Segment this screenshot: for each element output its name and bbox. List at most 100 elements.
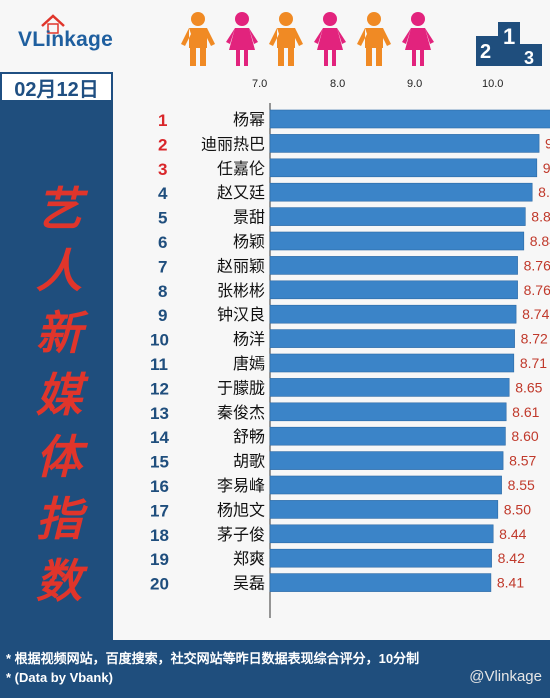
name-label: 茅子俊 (217, 525, 265, 544)
name-label: 杨洋 (233, 330, 265, 349)
value-label: 8.76 (524, 257, 550, 273)
name-label: 郑爽 (233, 549, 265, 568)
rank-label: 10 (150, 331, 169, 350)
rank-label: 13 (150, 404, 169, 423)
rank-label: 7 (158, 257, 167, 276)
rank-label: 9 (158, 306, 167, 325)
woman-icon (402, 12, 434, 66)
name-label: 杨幂 (233, 110, 265, 129)
man-icon (357, 12, 391, 66)
name-label: 赵丽颖 (217, 256, 265, 275)
rank-label: 14 (150, 428, 169, 447)
rank-label: 1 (158, 111, 167, 130)
woman-icon (314, 12, 346, 66)
value-label: 8.44 (499, 526, 526, 542)
bar (269, 573, 492, 592)
value-label: 8.76 (524, 282, 550, 298)
bar (269, 329, 515, 348)
name-label: 唐嫣 (233, 354, 265, 373)
value-label: 8.57 (509, 453, 536, 469)
name-label: 吴磊 (233, 574, 265, 593)
rank-label: 16 (150, 477, 169, 496)
value-label: 8.55 (508, 477, 535, 493)
sidebar (0, 100, 113, 640)
rank-label: 12 (150, 379, 169, 398)
footnote: * 根据视频网站，百度搜索，社交网站等昨日数据表现综合评分，10分制 (6, 651, 420, 666)
name-label: 迪丽热巴 (201, 134, 265, 153)
name-label: 任嘉伦 (217, 159, 265, 178)
name-label: 秦俊杰 (217, 403, 265, 422)
bar (269, 134, 540, 153)
name-label: 于朦胧 (217, 378, 265, 397)
value-label: 8.86 (531, 209, 550, 225)
value-label: 8.95 (538, 184, 550, 200)
name-label: 胡歌 (233, 452, 265, 471)
x-tick-label: 9.0 (407, 78, 423, 90)
man-icon (269, 12, 303, 66)
bar (269, 500, 499, 519)
bar (269, 524, 494, 544)
bar (269, 426, 506, 446)
name-label: 赵又廷 (217, 183, 265, 202)
name-label: 景甜 (233, 208, 265, 227)
value-label: 8.84 (530, 233, 550, 249)
woman-icon (226, 12, 258, 66)
value-label: 9.04 (545, 135, 550, 151)
rank-label: 3 (158, 160, 167, 179)
rank-label: 4 (158, 184, 168, 203)
value-label: 8.42 (498, 550, 525, 566)
footer-band (0, 640, 550, 698)
bar (269, 304, 517, 324)
logo: VLinkage (18, 28, 113, 51)
bar (269, 109, 550, 129)
rank-label: 6 (158, 233, 167, 252)
x-tick-label: 8.0 (330, 78, 346, 90)
value-label: 8.65 (515, 379, 542, 395)
name-label: 杨旭文 (217, 500, 265, 519)
man-icon (181, 12, 215, 66)
bar (269, 402, 507, 422)
bar (269, 256, 518, 275)
bar (269, 207, 526, 226)
date-box: 02月12日 (0, 72, 113, 102)
bar (269, 280, 518, 300)
people-icons (181, 12, 434, 66)
name-label: 李易峰 (217, 476, 265, 495)
value-label: 8.41 (497, 575, 524, 591)
rank-label: 17 (150, 501, 169, 520)
rank-label: 19 (150, 550, 169, 569)
value-label: 8.50 (504, 501, 531, 517)
bar (269, 182, 533, 202)
name-label: 钟汉良 (217, 305, 265, 324)
svg-text:1: 1 (503, 24, 515, 49)
name-label: 杨颖 (233, 232, 265, 251)
bar (269, 353, 515, 373)
chart-title: 艺人新媒体指数 (36, 183, 82, 607)
house-icon (41, 14, 65, 34)
value-label: 8.72 (521, 331, 548, 347)
watermark: @Vlinkage (469, 668, 542, 685)
rank-label: 2 (158, 135, 167, 154)
rank-label: 15 (150, 453, 169, 472)
rank-label: 8 (158, 282, 167, 301)
date-label: 02月12日 (14, 78, 99, 101)
value-label: 8.60 (511, 428, 538, 444)
bar (269, 378, 510, 397)
rank-label: 11 (150, 355, 168, 374)
value-label: 8.71 (520, 355, 547, 371)
rank-label: 20 (150, 575, 169, 594)
bar (269, 231, 525, 251)
svg-text:2: 2 (480, 41, 491, 63)
podium-icon: 2 1 3 (476, 22, 542, 66)
bar (269, 548, 492, 568)
svg-text:3: 3 (524, 48, 534, 66)
bar (269, 475, 502, 495)
value-label: 9.01 (543, 160, 550, 176)
value-label: 8.74 (522, 306, 549, 322)
bar (269, 451, 504, 470)
name-label: 舒畅 (233, 427, 265, 446)
rank-label: 18 (150, 526, 169, 545)
name-label: 张彬彬 (217, 281, 265, 300)
